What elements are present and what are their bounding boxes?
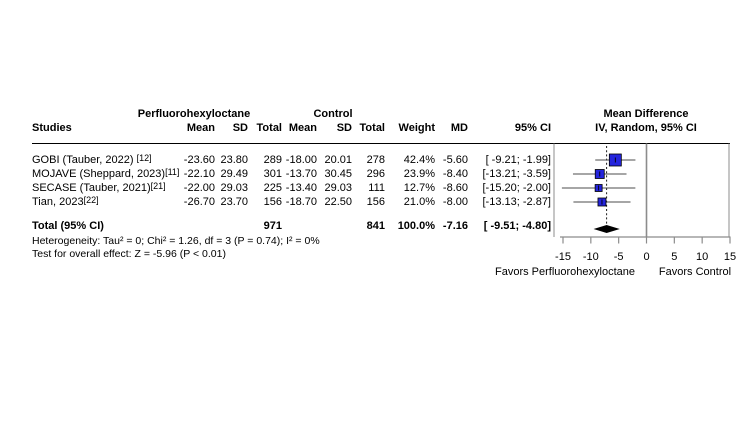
col-header-md: MD — [450, 122, 468, 134]
study-name: Tian, 2023 — [32, 196, 84, 208]
total-n-treatment: 971 — [263, 220, 282, 232]
cell-weight: 23.9% — [403, 168, 435, 180]
effect-header-line1: Mean Difference — [603, 108, 689, 120]
axis-tick-label: 0 — [643, 251, 649, 263]
cell-sd-control: 30.45 — [324, 168, 352, 180]
cell-sd-treatment: 29.49 — [220, 168, 248, 180]
col-header-total-treatment: Total — [256, 122, 282, 134]
study-citation: [11] — [165, 166, 180, 177]
cell-mean-treatment: -22.10 — [183, 168, 215, 180]
cell-md: -5.60 — [442, 154, 468, 166]
cell-ci: [-15.20; -2.00] — [482, 182, 552, 194]
favors-treatment-label: Favors Perfluorohexyloctane — [494, 266, 636, 278]
cell-ci: [-13.21; -3.59] — [482, 168, 552, 180]
total-diamond — [593, 225, 620, 233]
cell-total-treatment: 301 — [263, 168, 282, 180]
heterogeneity-stats: Heterogeneity: Tau² = 0; Chi² = 1.26, df… — [32, 235, 320, 247]
cell-md: -8.40 — [442, 168, 468, 180]
effect-header-line2: IV, Random, 95% CI — [595, 122, 697, 134]
study-label: GOBI (Tauber, 2022) [12] — [32, 153, 152, 167]
control-group-header: Control — [313, 108, 353, 120]
cell-mean-control: -18.70 — [285, 196, 317, 208]
axis-tick-label: 5 — [671, 251, 677, 263]
col-header-weight: Weight — [398, 122, 435, 134]
cell-total-control: 156 — [366, 196, 385, 208]
cell-mean-treatment: -26.70 — [183, 196, 215, 208]
cell-sd-control: 20.01 — [324, 154, 352, 166]
cell-sd-treatment: 23.80 — [220, 154, 248, 166]
cell-sd-control: 22.50 — [324, 196, 352, 208]
cell-sd-control: 29.03 — [324, 182, 352, 194]
col-header-sd-control: SD — [336, 122, 352, 134]
study-label: MOJAVE (Sheppard, 2023)[11] — [32, 167, 179, 181]
col-header-mean-control: Mean — [288, 122, 317, 134]
col-header-total-control: Total — [359, 122, 385, 134]
axis-tick-label: -10 — [583, 251, 599, 263]
total-n-control: 841 — [366, 220, 385, 232]
cell-weight: 42.4% — [403, 154, 435, 166]
cell-total-treatment: 225 — [263, 182, 282, 194]
cell-total-control: 111 — [368, 182, 385, 194]
cell-mean-control: -18.00 — [285, 154, 317, 166]
axis-tick-label: 10 — [696, 251, 708, 263]
cell-ci: [-13.13; -2.87] — [482, 196, 552, 208]
treatment-group-header: Perfluorohexyloctane — [137, 108, 251, 120]
overall-effect-test: Test for overall effect: Z = -5.96 (P < … — [32, 248, 226, 260]
cell-ci: [ -9.21; -1.99] — [485, 154, 551, 166]
cell-total-control: 278 — [366, 154, 385, 166]
study-name: GOBI (Tauber, 2022) — [32, 154, 137, 166]
cell-mean-control: -13.70 — [285, 168, 317, 180]
total-ci: [ -9.51; -4.80] — [483, 220, 551, 232]
study-name: MOJAVE (Sheppard, 2023) — [32, 168, 166, 180]
col-header-sd-treatment: SD — [232, 122, 248, 134]
cell-md: -8.00 — [442, 196, 468, 208]
col-header-mean-treatment: Mean — [186, 122, 215, 134]
axis-tick-label: -15 — [555, 251, 571, 263]
cell-sd-treatment: 29.03 — [220, 182, 248, 194]
col-header-studies: Studies — [32, 122, 72, 134]
cell-mean-treatment: -23.60 — [183, 154, 215, 166]
cell-mean-treatment: -22.00 — [183, 182, 215, 194]
cell-total-control: 296 — [366, 168, 385, 180]
axis-tick-label: 15 — [724, 251, 736, 263]
study-citation: [12] — [136, 152, 152, 163]
total-md: -7.16 — [442, 220, 468, 232]
study-citation: [22] — [83, 194, 99, 205]
total-weight: 100.0% — [397, 220, 435, 232]
total-row-label: Total (95% CI) — [32, 220, 104, 232]
cell-weight: 12.7% — [403, 182, 435, 194]
cell-total-treatment: 156 — [263, 196, 282, 208]
cell-mean-control: -13.40 — [285, 182, 317, 194]
axis-tick-label: -5 — [614, 251, 624, 263]
study-citation: [21] — [150, 180, 166, 191]
cell-sd-treatment: 23.70 — [220, 196, 248, 208]
cell-md: -8.60 — [442, 182, 468, 194]
cell-weight: 21.0% — [403, 196, 435, 208]
study-label: Tian, 2023[22] — [32, 195, 99, 209]
favors-control-label: Favors Control — [658, 266, 732, 278]
study-label: SECASE (Tauber, 2021)[21] — [32, 181, 166, 195]
study-name: SECASE (Tauber, 2021) — [32, 182, 151, 194]
col-header-ci: 95% CI — [514, 122, 551, 134]
cell-total-treatment: 289 — [263, 154, 282, 166]
